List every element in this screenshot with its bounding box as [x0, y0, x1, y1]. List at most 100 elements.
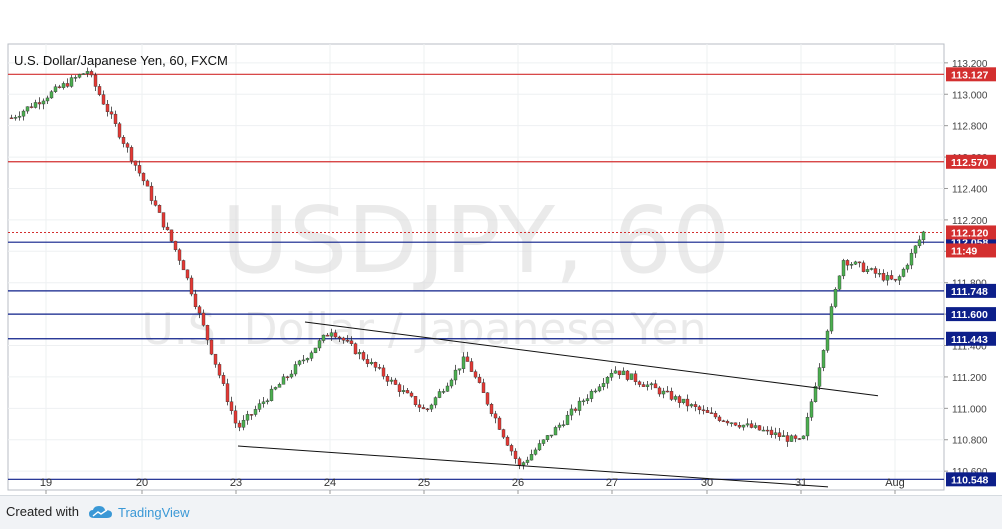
- candle-body: [321, 334, 326, 341]
- x-tick-label: 25: [418, 477, 430, 489]
- candle-body: [653, 383, 658, 389]
- candle-body: [825, 330, 830, 351]
- candle-body: [269, 388, 274, 401]
- candle-body: [333, 332, 338, 338]
- chart-canvas[interactable]: USDJPY, 60 U.S. Dollar / Japanese Yen 11…: [0, 0, 1002, 495]
- candle-body: [125, 143, 130, 148]
- candle-body: [705, 410, 710, 413]
- candle-body: [65, 83, 70, 87]
- tradingview-cloud-icon: [89, 506, 112, 518]
- candle-body: [677, 396, 682, 403]
- candle-body: [449, 379, 454, 387]
- candle-body: [273, 387, 278, 390]
- candle-body: [169, 229, 174, 242]
- candle-body: [605, 377, 610, 384]
- candle-body: [401, 390, 406, 392]
- candle-body: [301, 359, 306, 362]
- candle-body: [149, 185, 154, 201]
- candle-body: [145, 180, 150, 187]
- candle-body: [713, 413, 718, 418]
- tradingview-link[interactable]: TradingView: [88, 500, 190, 524]
- candle-body: [265, 400, 270, 403]
- created-with-text: Created with: [6, 504, 79, 519]
- candle-body: [121, 137, 126, 144]
- y-tick-label: 112.800: [952, 122, 988, 133]
- candle-body: [257, 403, 262, 410]
- candle-body: [69, 77, 74, 87]
- candle-body: [593, 390, 598, 393]
- candle-body: [81, 73, 86, 75]
- candle-body: [305, 358, 310, 361]
- candle-body: [525, 459, 530, 463]
- y-tick-label: 113.200: [952, 59, 988, 70]
- candle-body: [417, 404, 422, 408]
- candle-body: [181, 260, 186, 271]
- candle-body: [253, 409, 258, 415]
- candle-body: [881, 273, 886, 281]
- candle-body: [665, 390, 670, 393]
- candle-body: [717, 416, 722, 421]
- candle-body: [409, 392, 414, 397]
- candle-body: [397, 384, 402, 392]
- candle-body: [637, 381, 642, 385]
- watermark-symbol: USDJPY, 60: [222, 187, 731, 294]
- candle-body: [737, 425, 742, 428]
- candle-body: [837, 275, 842, 290]
- candle-body: [913, 245, 918, 254]
- candle-body: [777, 432, 782, 437]
- level-price-tag-bg: [946, 307, 996, 322]
- candle-body: [309, 352, 314, 359]
- candle-body: [561, 424, 566, 426]
- candle-body: [153, 200, 158, 206]
- candle-body: [813, 386, 818, 402]
- candle-body: [29, 106, 34, 108]
- candle-body: [849, 264, 854, 266]
- candle-body: [537, 443, 542, 451]
- x-tick-label: 19: [40, 477, 52, 489]
- y-tick-label: 111.200: [952, 373, 987, 384]
- y-tick-label: 113.000: [952, 90, 988, 101]
- candle-body: [129, 147, 134, 162]
- candle-body: [77, 74, 82, 78]
- candle-body: [529, 454, 534, 461]
- candles: [9, 67, 926, 470]
- candle-body: [509, 445, 514, 452]
- candle-body: [261, 401, 266, 404]
- candle-body: [101, 94, 106, 105]
- candle-body: [193, 293, 198, 308]
- candle-body: [233, 410, 238, 424]
- candle-body: [213, 353, 218, 365]
- candle-body: [733, 422, 738, 426]
- candle-body: [625, 370, 630, 380]
- candle-body: [485, 392, 490, 405]
- candle-body: [453, 369, 458, 381]
- tradingview-label: TradingView: [118, 504, 190, 520]
- candle-body: [389, 379, 394, 382]
- candle-body: [329, 332, 334, 337]
- candle-body: [833, 289, 838, 307]
- candle-body: [369, 362, 374, 364]
- y-tick-label: 111.400: [952, 342, 987, 353]
- candle-body: [793, 435, 798, 439]
- candle-body: [569, 408, 574, 416]
- candle-body: [621, 370, 626, 376]
- candle-body: [549, 434, 554, 437]
- candle-body: [585, 398, 590, 402]
- candle-body: [197, 306, 202, 314]
- candle-body: [521, 462, 526, 466]
- candle-body: [657, 387, 662, 395]
- candle-body: [357, 352, 362, 355]
- candle-body: [9, 117, 14, 120]
- candle-body: [805, 417, 810, 437]
- x-tick-label: 27: [606, 477, 618, 489]
- candle-body: [353, 343, 358, 355]
- candle-body: [177, 249, 182, 261]
- candle-body: [497, 417, 502, 430]
- candle-body: [893, 278, 898, 281]
- candle-body: [513, 450, 518, 459]
- candle-body: [73, 77, 78, 79]
- candle-body: [685, 398, 690, 407]
- candle-body: [873, 268, 878, 274]
- candle-body: [85, 71, 90, 74]
- candle-body: [237, 422, 242, 428]
